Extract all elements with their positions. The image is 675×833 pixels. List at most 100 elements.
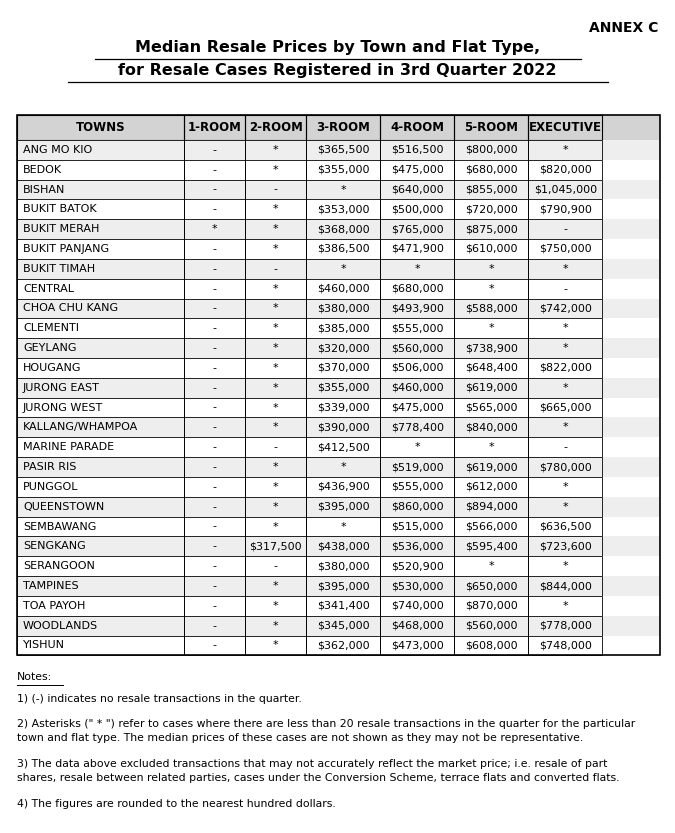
Text: $855,000: $855,000: [465, 184, 518, 195]
Text: BUKIT MERAH: BUKIT MERAH: [23, 224, 99, 234]
Bar: [17, 239, 184, 259]
Bar: [17, 516, 660, 536]
Bar: [184, 378, 245, 397]
Text: $317,500: $317,500: [250, 541, 302, 551]
Text: -: -: [213, 145, 217, 155]
Bar: [454, 298, 529, 318]
Text: -: -: [213, 621, 217, 631]
Text: -: -: [213, 541, 217, 551]
Bar: [184, 358, 245, 378]
Bar: [529, 516, 602, 536]
Bar: [17, 318, 660, 338]
Text: $516,500: $516,500: [391, 145, 443, 155]
Bar: [184, 219, 245, 239]
Text: $870,000: $870,000: [465, 601, 518, 611]
Bar: [184, 496, 245, 516]
Bar: [245, 140, 306, 160]
Bar: [529, 596, 602, 616]
Bar: [245, 279, 306, 298]
Text: $778,000: $778,000: [539, 621, 592, 631]
Bar: [184, 180, 245, 199]
Text: $506,000: $506,000: [391, 363, 443, 373]
Bar: [184, 536, 245, 556]
Text: TAMPINES: TAMPINES: [23, 581, 78, 591]
Text: $800,000: $800,000: [465, 145, 518, 155]
Bar: [454, 437, 529, 457]
Text: $520,900: $520,900: [391, 561, 443, 571]
Bar: [17, 556, 184, 576]
Bar: [245, 616, 306, 636]
Text: $460,000: $460,000: [391, 382, 443, 393]
Bar: [529, 298, 602, 318]
Text: -: -: [274, 184, 278, 195]
Bar: [380, 140, 454, 160]
Bar: [245, 496, 306, 516]
Text: $765,000: $765,000: [391, 224, 443, 234]
Bar: [380, 596, 454, 616]
Bar: [306, 160, 380, 180]
Text: -: -: [274, 264, 278, 274]
Text: *: *: [562, 343, 568, 353]
Text: $385,000: $385,000: [317, 323, 370, 333]
Text: -: -: [213, 363, 217, 373]
Bar: [184, 437, 245, 457]
Bar: [17, 616, 184, 636]
Text: *: *: [340, 521, 346, 531]
Text: BUKIT TIMAH: BUKIT TIMAH: [23, 264, 95, 274]
Text: $320,000: $320,000: [317, 343, 370, 353]
Text: $894,000: $894,000: [465, 501, 518, 511]
Text: -: -: [213, 561, 217, 571]
Bar: [306, 616, 380, 636]
Bar: [245, 596, 306, 616]
Text: *: *: [273, 422, 279, 432]
Bar: [529, 279, 602, 298]
Bar: [17, 239, 660, 259]
Text: *: *: [489, 283, 494, 294]
Text: $390,000: $390,000: [317, 422, 370, 432]
Bar: [380, 318, 454, 338]
Bar: [184, 115, 245, 140]
Text: $368,000: $368,000: [317, 224, 370, 234]
Text: *: *: [273, 462, 279, 472]
Text: *: *: [273, 501, 279, 511]
Text: -: -: [213, 283, 217, 294]
Bar: [17, 338, 660, 358]
Bar: [17, 576, 184, 596]
Bar: [245, 160, 306, 180]
Text: *: *: [489, 323, 494, 333]
Text: *: *: [562, 382, 568, 393]
Text: *: *: [414, 442, 420, 452]
Bar: [17, 115, 184, 140]
Bar: [380, 160, 454, 180]
Bar: [184, 318, 245, 338]
Bar: [17, 298, 184, 318]
Text: $560,000: $560,000: [391, 343, 443, 353]
Text: $493,900: $493,900: [391, 303, 443, 313]
Bar: [380, 239, 454, 259]
Bar: [454, 516, 529, 536]
Bar: [184, 417, 245, 437]
Text: $640,000: $640,000: [391, 184, 443, 195]
Bar: [17, 358, 660, 378]
Text: *: *: [414, 264, 420, 274]
Text: PUNGGOL: PUNGGOL: [23, 481, 78, 492]
Text: 5-ROOM: 5-ROOM: [464, 121, 518, 134]
Text: $355,000: $355,000: [317, 165, 370, 175]
Text: $860,000: $860,000: [391, 501, 443, 511]
Bar: [184, 596, 245, 616]
Text: SEMBAWANG: SEMBAWANG: [23, 521, 97, 531]
Text: *: *: [273, 481, 279, 492]
Bar: [380, 199, 454, 219]
Bar: [184, 279, 245, 298]
Text: $665,000: $665,000: [539, 402, 591, 412]
Bar: [306, 437, 380, 457]
Text: $778,400: $778,400: [391, 422, 444, 432]
Bar: [380, 378, 454, 397]
Bar: [306, 516, 380, 536]
Bar: [529, 239, 602, 259]
Bar: [454, 616, 529, 636]
Bar: [17, 516, 184, 536]
Text: -: -: [213, 264, 217, 274]
Text: *: *: [273, 402, 279, 412]
Bar: [454, 358, 529, 378]
